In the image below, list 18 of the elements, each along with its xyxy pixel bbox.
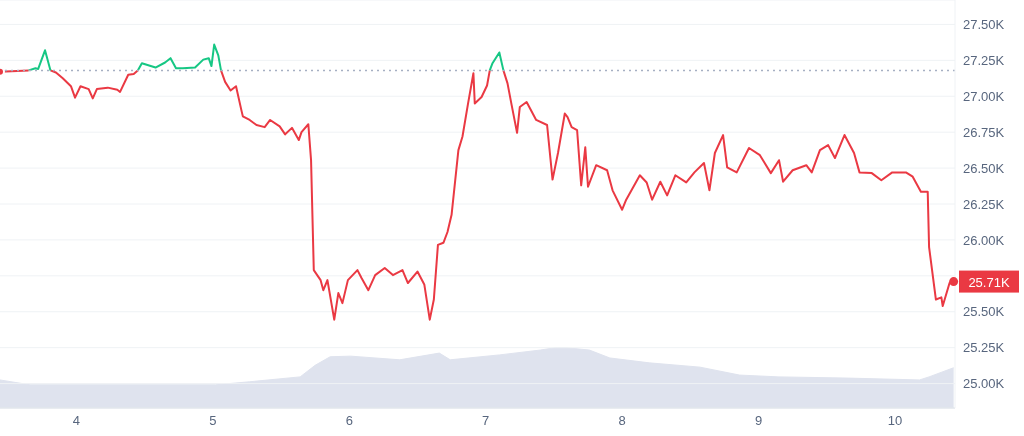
y-tick-label: 26.75K (963, 124, 1005, 140)
y-tick-label: 26.25K (963, 196, 1005, 212)
x-tick-label: 7 (482, 413, 490, 429)
y-tick-label: 25.50K (963, 304, 1005, 320)
y-tick-label: 25.25K (963, 340, 1005, 356)
y-tick-label: 26.50K (963, 160, 1005, 176)
x-tick-label: 10 (887, 413, 903, 429)
x-tick-label: 4 (72, 413, 81, 429)
y-tick-label: 27.00K (963, 88, 1005, 104)
x-tick-label: 8 (618, 413, 626, 429)
y-tick-label: 26.00K (963, 232, 1005, 248)
y-tick-label: 25.00K (963, 376, 1005, 392)
annotation: 25.71K (968, 274, 1010, 290)
x-tick-label: 6 (345, 413, 353, 429)
x-tick-label: 5 (209, 413, 217, 429)
y-tick-label: 27.50K (963, 17, 1005, 33)
y-tick-label: 27.25K (963, 52, 1005, 68)
x-tick-label: 9 (754, 413, 763, 429)
